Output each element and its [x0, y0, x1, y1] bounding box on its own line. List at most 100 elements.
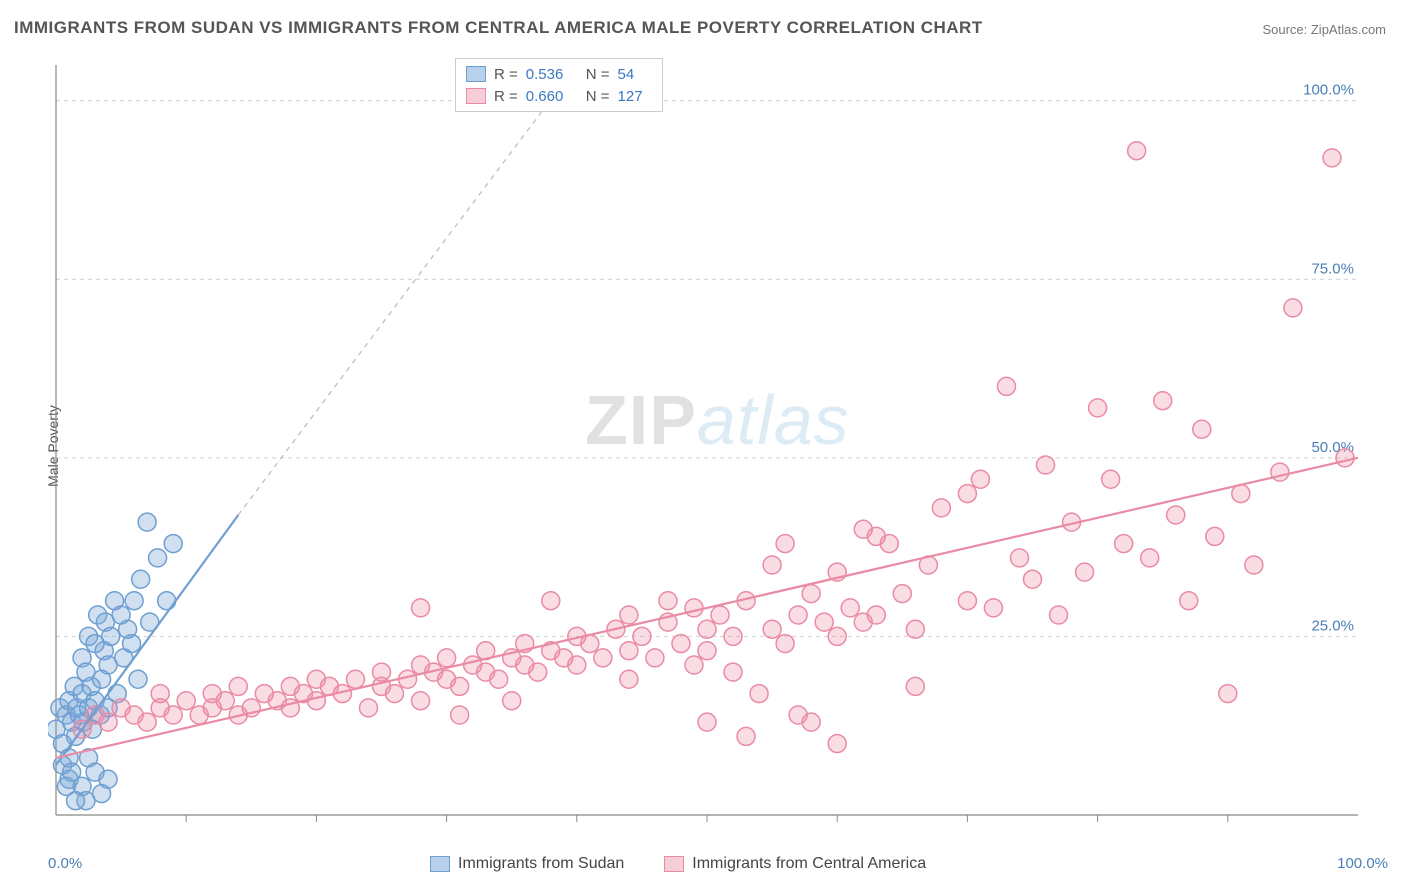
- data-point: [164, 706, 182, 724]
- data-point: [346, 670, 364, 688]
- data-point: [412, 599, 430, 617]
- data-point: [932, 499, 950, 517]
- chart-container: IMMIGRANTS FROM SUDAN VS IMMIGRANTS FROM…: [0, 0, 1406, 892]
- data-point: [802, 713, 820, 731]
- data-point: [1141, 549, 1159, 567]
- data-point: [373, 663, 391, 681]
- data-point: [129, 670, 147, 688]
- stats-legend-row: R = 0.660 N = 127: [466, 85, 652, 107]
- data-point: [63, 763, 81, 781]
- series-legend: Immigrants from Sudan Immigrants from Ce…: [430, 855, 926, 873]
- data-point: [164, 535, 182, 553]
- data-point: [763, 556, 781, 574]
- data-point: [750, 685, 768, 703]
- data-point: [125, 592, 143, 610]
- data-point: [828, 735, 846, 753]
- data-point: [711, 606, 729, 624]
- data-point: [1037, 456, 1055, 474]
- data-point: [984, 599, 1002, 617]
- source-label: Source: ZipAtlas.com: [1262, 22, 1386, 37]
- x-axis-min-label: 0.0%: [48, 855, 82, 872]
- data-point: [789, 606, 807, 624]
- n-value: 54: [618, 66, 652, 83]
- r-value: 0.536: [526, 66, 578, 83]
- data-point: [1102, 470, 1120, 488]
- data-point: [1245, 556, 1263, 574]
- data-point: [672, 635, 690, 653]
- scatter-plot: 25.0%50.0%75.0%100.0%: [48, 55, 1388, 855]
- data-point: [1128, 142, 1146, 160]
- data-point: [1206, 527, 1224, 545]
- data-point: [1115, 535, 1133, 553]
- data-point: [138, 513, 156, 531]
- x-axis-max-label: 100.0%: [1337, 855, 1388, 872]
- data-point: [177, 692, 195, 710]
- data-point: [1010, 549, 1028, 567]
- legend-swatch: [664, 856, 684, 872]
- data-point: [1050, 606, 1068, 624]
- data-point: [646, 649, 664, 667]
- y-tick-label: 25.0%: [1311, 617, 1354, 634]
- legend-swatch: [430, 856, 450, 872]
- data-point: [1336, 449, 1354, 467]
- data-point: [1271, 463, 1289, 481]
- data-point: [529, 663, 547, 681]
- data-point: [633, 627, 651, 645]
- data-point: [737, 727, 755, 745]
- n-value: 127: [618, 88, 652, 105]
- data-point: [1284, 299, 1302, 317]
- data-point: [893, 585, 911, 603]
- legend-label: Immigrants from Sudan: [458, 855, 624, 873]
- data-point: [149, 549, 167, 567]
- data-point: [958, 592, 976, 610]
- n-label: N =: [586, 66, 610, 83]
- data-point: [841, 599, 859, 617]
- data-point: [490, 670, 508, 688]
- stats-legend-row: R = 0.536 N = 54: [466, 63, 652, 85]
- data-point: [802, 585, 820, 603]
- data-point: [776, 535, 794, 553]
- legend-item: Immigrants from Central America: [664, 855, 926, 873]
- data-point: [906, 677, 924, 695]
- data-point: [412, 692, 430, 710]
- data-point: [386, 685, 404, 703]
- data-point: [229, 677, 247, 695]
- data-point: [997, 377, 1015, 395]
- data-point: [102, 627, 120, 645]
- data-point: [99, 770, 117, 788]
- n-label: N =: [586, 88, 610, 105]
- data-point: [776, 635, 794, 653]
- data-point: [1219, 685, 1237, 703]
- data-point: [620, 642, 638, 660]
- data-point: [151, 685, 169, 703]
- stats-legend: R = 0.536 N = 54 R = 0.660 N = 127: [455, 58, 663, 112]
- data-point: [867, 527, 885, 545]
- data-point: [542, 592, 560, 610]
- y-tick-label: 75.0%: [1311, 260, 1354, 277]
- r-label: R =: [494, 66, 518, 83]
- data-point: [451, 677, 469, 695]
- data-point: [620, 606, 638, 624]
- data-point: [1089, 399, 1107, 417]
- data-point: [685, 599, 703, 617]
- legend-swatch: [466, 66, 486, 82]
- data-point: [123, 635, 141, 653]
- data-point: [620, 670, 638, 688]
- data-point: [724, 663, 742, 681]
- data-point: [132, 570, 150, 588]
- data-point: [1180, 592, 1198, 610]
- data-point: [698, 713, 716, 731]
- data-point: [815, 613, 833, 631]
- data-point: [503, 692, 521, 710]
- data-point: [594, 649, 612, 667]
- data-point: [1193, 420, 1211, 438]
- chart-title: IMMIGRANTS FROM SUDAN VS IMMIGRANTS FROM…: [14, 18, 983, 38]
- data-point: [158, 592, 176, 610]
- data-point: [906, 620, 924, 638]
- data-point: [698, 620, 716, 638]
- data-point: [568, 656, 586, 674]
- trend-line-extension: [238, 65, 577, 515]
- r-label: R =: [494, 88, 518, 105]
- data-point: [451, 706, 469, 724]
- data-point: [1076, 563, 1094, 581]
